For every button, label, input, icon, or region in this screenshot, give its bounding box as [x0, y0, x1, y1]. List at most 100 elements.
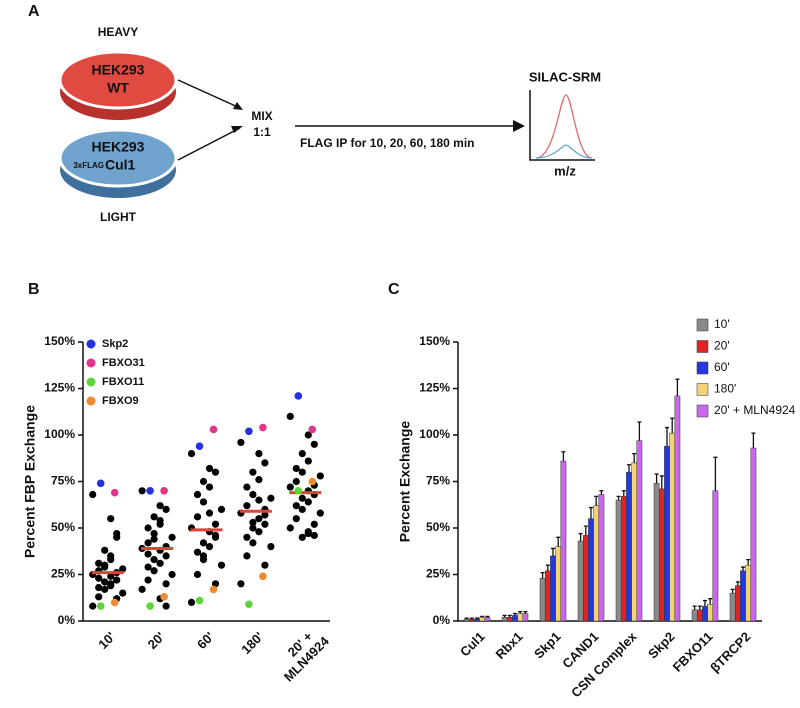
error-bar	[746, 558, 751, 566]
readout-label: SILAC-SRM	[529, 69, 601, 84]
error-bar	[578, 532, 583, 542]
point	[156, 502, 164, 510]
dish-label: HEK293	[92, 62, 145, 78]
bar	[620, 496, 627, 622]
point	[310, 531, 318, 540]
peak	[535, 94, 593, 159]
x-tick-label: Skp2	[645, 629, 678, 662]
x-tick-label: Skp1	[531, 629, 564, 662]
point	[304, 457, 312, 465]
point	[150, 567, 158, 575]
bar	[631, 462, 638, 622]
point	[249, 468, 257, 476]
point	[168, 570, 176, 579]
point	[249, 539, 257, 547]
arrow-head	[233, 102, 243, 110]
bar	[707, 604, 714, 622]
point	[193, 570, 202, 579]
legend-marker	[696, 318, 709, 332]
point	[144, 563, 152, 571]
error-bar	[518, 611, 523, 614]
point	[267, 494, 275, 502]
legend-marker	[86, 396, 96, 406]
point	[199, 556, 208, 564]
point	[144, 576, 152, 584]
point	[187, 598, 196, 607]
y-tick-label: 75%	[426, 474, 450, 488]
highlight-point	[160, 487, 168, 495]
point	[316, 509, 324, 517]
point	[150, 556, 158, 564]
error-bar	[735, 581, 740, 586]
highlight-point	[245, 427, 253, 436]
y-tick-label: 25%	[51, 567, 75, 581]
point	[162, 602, 170, 610]
error-bar	[670, 417, 675, 434]
error-bar	[665, 426, 669, 447]
highlight-point	[308, 477, 317, 486]
legend-marker	[696, 404, 709, 418]
legend-marker	[86, 339, 96, 349]
point	[119, 589, 127, 597]
y-axis-label: Percent Exchange	[397, 421, 413, 543]
heavy-label: HEAVY	[98, 25, 138, 39]
point	[101, 563, 109, 571]
legend-marker	[696, 340, 709, 353]
bar	[626, 471, 632, 622]
point	[292, 477, 300, 486]
point	[310, 520, 318, 528]
error-bar	[540, 571, 545, 579]
y-tick-label: 100%	[419, 427, 450, 441]
error-bar	[523, 611, 528, 614]
point	[249, 490, 257, 499]
bar	[636, 440, 643, 622]
panel-label: B	[28, 281, 40, 298]
bar	[468, 618, 475, 622]
highlight-point	[195, 442, 204, 450]
dish-label: Cul1	[105, 157, 136, 173]
y-axis-label: Percent FBP Exchange	[22, 405, 38, 558]
bar	[750, 447, 757, 622]
point	[205, 464, 214, 473]
bar	[588, 518, 594, 622]
arrow	[177, 79, 241, 109]
arrow-head	[231, 126, 243, 133]
point	[286, 524, 294, 532]
bar	[593, 505, 600, 622]
x-tick-label: 20' +MLN4924	[271, 623, 333, 685]
legend-label: 180'	[714, 382, 736, 396]
dish-label: WT	[107, 80, 129, 96]
mix-label: MIX	[251, 109, 272, 123]
point	[193, 490, 202, 499]
bar	[664, 445, 670, 622]
error-bar	[708, 598, 713, 605]
bar	[712, 490, 719, 622]
point	[255, 496, 263, 504]
arrow	[177, 127, 241, 161]
legend-label: 10'	[714, 317, 730, 331]
y-tick-label: 25%	[426, 567, 450, 581]
highlight-point	[259, 423, 267, 432]
point	[217, 561, 226, 569]
y-tick-label: 125%	[419, 381, 450, 395]
bar	[696, 609, 703, 622]
error-bar	[480, 615, 485, 618]
x-tick-label: CSN Complex	[568, 628, 640, 700]
point	[113, 576, 121, 584]
bar	[577, 540, 584, 622]
x-tick-label: 180'	[238, 629, 266, 657]
peak	[535, 144, 593, 159]
error-bar	[675, 378, 680, 396]
error-bar	[589, 506, 593, 519]
legend-label: Skp2	[102, 338, 128, 350]
panel-label: A	[28, 3, 40, 20]
point	[205, 509, 214, 517]
highlight-point	[294, 487, 303, 495]
error-bar	[485, 615, 490, 618]
error-bar	[627, 464, 631, 473]
step-label: FLAG IP for 10, 20, 60, 180 min	[300, 136, 475, 150]
bar	[555, 546, 562, 622]
point	[162, 580, 170, 588]
dish	[58, 50, 178, 110]
highlight-point	[195, 596, 204, 605]
